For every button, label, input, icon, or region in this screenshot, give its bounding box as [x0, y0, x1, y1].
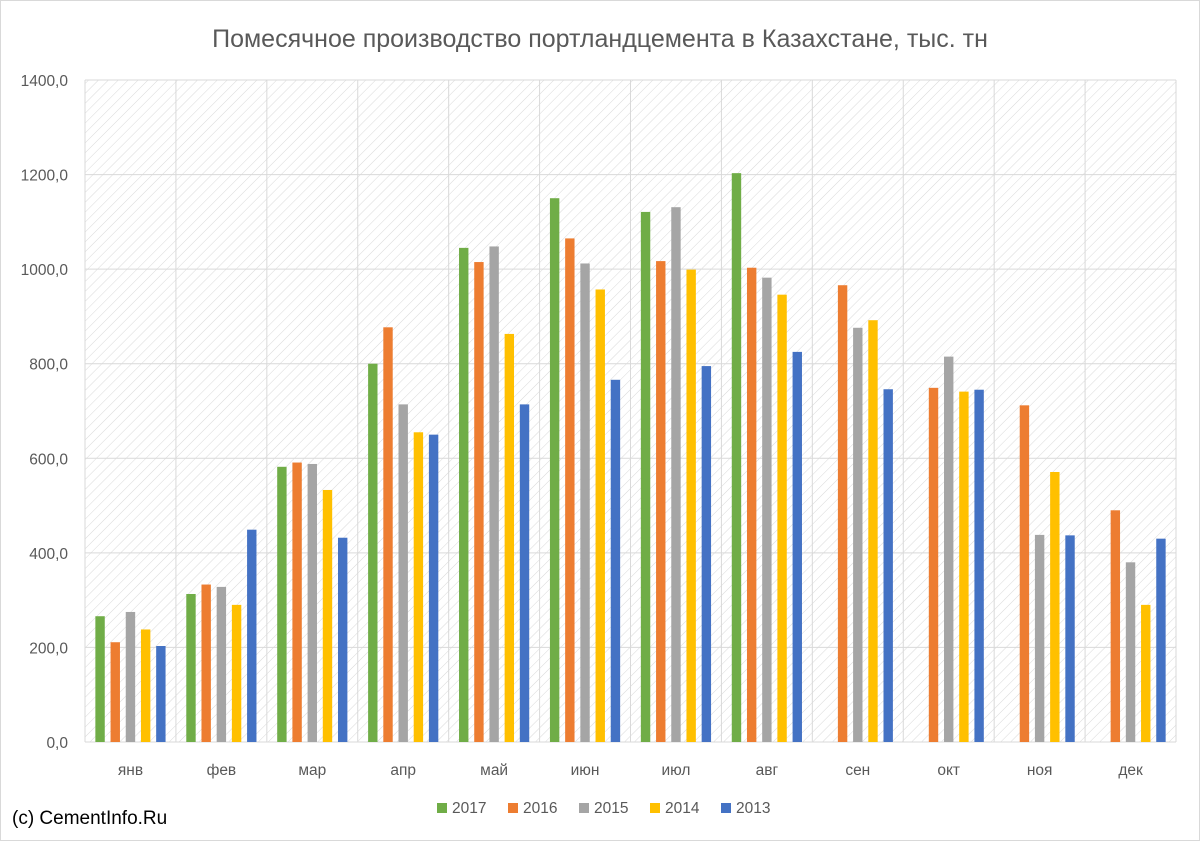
y-tick-label: 0,0: [46, 735, 68, 752]
bar-2015-янв: [125, 611, 136, 742]
gridlines: [84, 79, 1177, 743]
legend-label-2013[interactable]: 2013: [736, 800, 770, 817]
bar-2015-дек: [1125, 562, 1136, 742]
x-tick-label: дек: [1118, 762, 1143, 779]
bar-2016-дек: [1110, 510, 1121, 742]
bar-2017-янв: [95, 616, 105, 742]
bar-2016-сен: [837, 285, 848, 742]
bar-2013-авг: [792, 351, 802, 742]
bar-2013-сен: [883, 389, 893, 742]
bar-2013-янв: [156, 646, 166, 742]
x-tick-label: авг: [756, 762, 779, 779]
x-tick-label: янв: [118, 762, 143, 779]
bar-2014-май: [504, 333, 515, 742]
bar-2014-сен: [868, 320, 878, 742]
bar-2014-июл: [686, 269, 696, 742]
bar-2015-июн: [580, 263, 590, 742]
bar-2014-мар: [322, 489, 333, 742]
x-tick-label: апр: [390, 762, 416, 779]
y-tick-label: 1200,0: [21, 168, 69, 185]
bar-2015-май: [489, 246, 499, 742]
bar-2015-июл: [671, 207, 681, 742]
y-tick-label: 1400,0: [21, 73, 69, 90]
bar-2013-фев: [247, 529, 257, 742]
bar-2015-окт: [944, 356, 954, 742]
bar-2016-апр: [383, 327, 393, 742]
bar-2016-окт: [928, 387, 939, 742]
legend-label-2014[interactable]: 2014: [665, 800, 700, 817]
bar-2015-фев: [216, 586, 227, 742]
bar-2013-июн: [610, 379, 621, 742]
legend-swatch-2013: [721, 803, 731, 813]
y-tick-label: 800,0: [29, 357, 68, 374]
bar-2017-мар: [277, 466, 287, 742]
bar-2017-апр: [368, 363, 378, 742]
bar-2015-мар: [307, 463, 317, 742]
y-tick-label: 1000,0: [21, 262, 69, 279]
bar-2013-май: [519, 404, 530, 742]
legend[interactable]: 2017 2016 2015 2014 2013: [437, 800, 770, 817]
bar-2014-янв: [140, 629, 151, 742]
legend-swatch-2017: [437, 803, 447, 813]
x-tick-label: июл: [661, 762, 690, 779]
x-tick-label: ноя: [1027, 762, 1053, 779]
bar-2015-сен: [853, 327, 863, 742]
bar-2014-июн: [595, 289, 605, 742]
bar-2017-июл: [640, 211, 651, 743]
legend-swatch-2014: [650, 803, 660, 813]
bar-2016-авг: [746, 267, 757, 742]
bar-2013-июл: [701, 366, 712, 742]
x-tick-label: май: [480, 762, 508, 779]
bar-2017-авг: [731, 173, 742, 743]
axis-ticks: 0,0 200,0 400,0 600,0 800,0 1000,0 1200,0 1400,…: [21, 73, 1143, 779]
legend-swatch-2015: [579, 803, 589, 813]
bar-2013-ноя: [1065, 535, 1075, 742]
bar-2016-мар: [292, 462, 302, 742]
bar-2014-окт: [959, 391, 969, 742]
bar-2016-янв: [110, 642, 120, 742]
bar-2013-мар: [337, 537, 348, 742]
bar-2014-фев: [231, 604, 242, 742]
legend-label-2017[interactable]: 2017: [452, 800, 486, 817]
x-tick-label: окт: [937, 762, 960, 779]
y-tick-label: 400,0: [29, 546, 68, 563]
bar-2016-июл: [656, 261, 666, 742]
legend-label-2016[interactable]: 2016: [523, 800, 557, 817]
copyright-label: (c) CementInfo.Ru: [12, 808, 168, 829]
bar-2014-ноя: [1050, 471, 1060, 742]
bars: [95, 173, 1166, 743]
bar-2013-окт: [974, 389, 984, 742]
y-tick-label: 200,0: [29, 640, 68, 657]
legend-swatch-2016: [508, 803, 518, 813]
bar-2015-авг: [762, 277, 772, 742]
bar-2013-апр: [428, 434, 439, 742]
bar-2017-май: [459, 247, 469, 742]
x-tick-label: сен: [845, 762, 870, 779]
bar-2015-апр: [398, 404, 408, 742]
y-tick-label: 600,0: [29, 451, 68, 468]
bar-2015-ноя: [1034, 534, 1045, 742]
bar-2017-июн: [549, 198, 560, 742]
bar-2017-фев: [186, 593, 196, 742]
chart-title: Помесячное производство портландцемента …: [212, 25, 988, 53]
bar-2014-авг: [777, 294, 787, 742]
bar-2014-апр: [413, 432, 424, 742]
bar-2016-фев: [201, 584, 211, 742]
x-tick-label: мар: [298, 762, 326, 779]
bar-2014-дек: [1141, 604, 1151, 742]
x-tick-label: фев: [207, 762, 237, 779]
x-tick-label: июн: [571, 762, 600, 779]
legend-label-2015[interactable]: 2015: [594, 800, 628, 817]
bar-2016-май: [474, 262, 484, 742]
bar-2016-ноя: [1019, 405, 1030, 742]
bar-2016-июн: [565, 238, 575, 742]
bar-2013-дек: [1156, 538, 1166, 742]
